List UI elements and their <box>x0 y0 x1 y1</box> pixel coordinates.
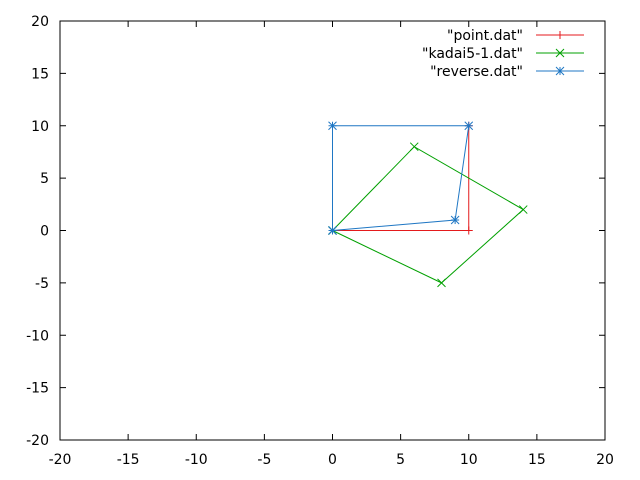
series-2-point <box>518 205 528 214</box>
y-tick-label: 20 <box>31 14 49 30</box>
x-tick-label: 5 <box>396 452 405 468</box>
y-tick-label: 0 <box>40 224 49 240</box>
y-tick-label: -15 <box>26 381 49 397</box>
series-1-line <box>332 125 470 231</box>
x-tick-label: 0 <box>328 452 337 468</box>
legend-label: "point.dat" <box>447 28 523 44</box>
y-tick-label: 15 <box>31 66 49 82</box>
series-3-point <box>450 215 460 225</box>
x-tick-label: 20 <box>596 452 614 468</box>
legend-marker <box>555 48 565 58</box>
axis-tick-labels: -20 -15 -10 -5 0 5 10 15 20 -20 -15 -10 -5 0 5 10 15 20 <box>26 14 614 468</box>
series-1-point <box>464 226 473 235</box>
series-2-point <box>437 278 446 288</box>
x-tick-label: 10 <box>460 452 478 468</box>
legend-label: "reverse.dat" <box>430 64 523 80</box>
y-tick-label: 10 <box>31 119 49 135</box>
legend-label: "kadai5-1.dat" <box>422 46 523 62</box>
x-tick-label: -15 <box>117 452 140 468</box>
legend-marker <box>556 31 564 39</box>
y-tick-label: 5 <box>40 171 49 187</box>
series-3-point <box>464 121 474 131</box>
x-tick-label: -10 <box>185 452 208 468</box>
y-tick-label: -20 <box>26 433 49 449</box>
plot-border <box>59 20 606 441</box>
y-tick-label: -10 <box>26 328 49 344</box>
x-tick-label: 15 <box>528 452 546 468</box>
legend: "point.dat" "kadai5-1.dat" "reverse.dat" <box>422 28 584 80</box>
series-3-point <box>328 121 337 131</box>
series-2-line <box>332 146 525 284</box>
series-3-line <box>332 125 470 231</box>
y-tick-label: -5 <box>35 276 49 292</box>
series-3-point <box>328 226 337 235</box>
series-2-point <box>409 142 419 152</box>
legend-marker <box>555 66 565 76</box>
x-tick-label: -5 <box>257 452 271 468</box>
plot-series <box>328 121 528 288</box>
x-tick-label: -20 <box>49 452 72 468</box>
